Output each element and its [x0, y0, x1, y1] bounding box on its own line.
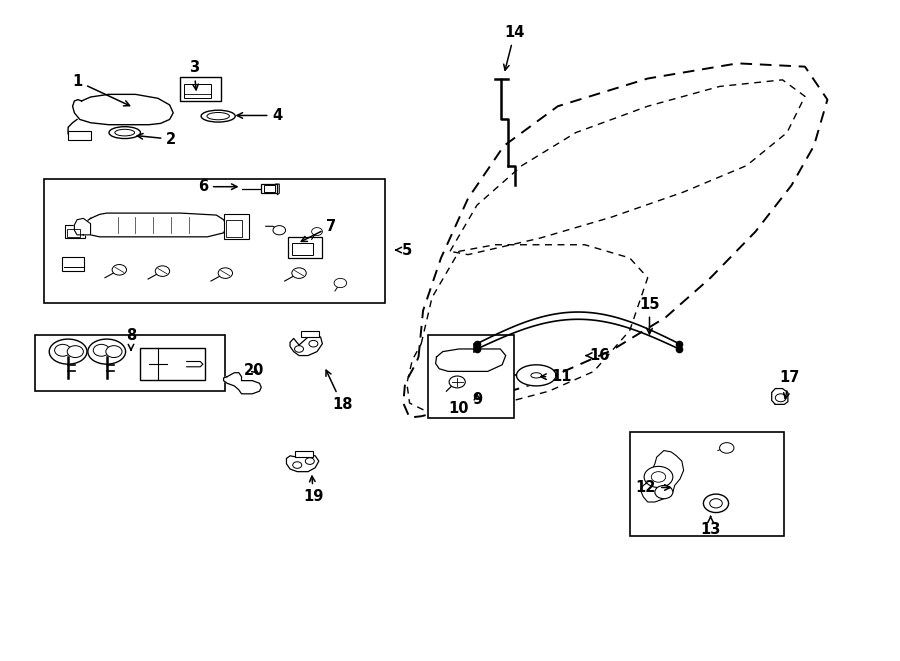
Polygon shape: [436, 349, 506, 371]
Circle shape: [273, 225, 285, 235]
Circle shape: [68, 346, 84, 358]
Circle shape: [652, 472, 666, 483]
Bar: [428, 335, 514, 418]
Polygon shape: [290, 334, 322, 356]
Circle shape: [449, 376, 465, 388]
Circle shape: [720, 443, 734, 453]
Circle shape: [218, 268, 232, 278]
Text: 8: 8: [126, 329, 136, 350]
Circle shape: [106, 346, 122, 358]
Circle shape: [294, 346, 303, 352]
Text: 3: 3: [189, 60, 199, 90]
Circle shape: [710, 498, 723, 508]
Bar: [140, 348, 204, 380]
Polygon shape: [82, 213, 227, 237]
Bar: [68, 229, 80, 237]
Polygon shape: [73, 95, 173, 125]
Ellipse shape: [207, 112, 230, 120]
Bar: [292, 243, 313, 255]
Ellipse shape: [109, 127, 140, 139]
Ellipse shape: [115, 130, 135, 136]
Bar: [35, 335, 225, 391]
Text: 9: 9: [472, 392, 482, 407]
Ellipse shape: [531, 373, 542, 378]
Circle shape: [644, 467, 673, 487]
Text: 6: 6: [198, 179, 237, 194]
Circle shape: [655, 486, 673, 498]
Circle shape: [292, 268, 306, 278]
Bar: [301, 330, 319, 337]
Bar: [288, 237, 322, 258]
Text: 4: 4: [237, 108, 283, 123]
Ellipse shape: [201, 110, 235, 122]
Bar: [44, 178, 385, 303]
Text: 16: 16: [586, 348, 609, 363]
Circle shape: [704, 494, 729, 512]
Bar: [184, 84, 211, 98]
Bar: [180, 77, 220, 101]
Bar: [223, 214, 248, 239]
Circle shape: [775, 394, 786, 402]
Bar: [226, 219, 242, 237]
Bar: [630, 432, 784, 536]
Text: 12: 12: [635, 480, 670, 495]
Polygon shape: [517, 365, 556, 386]
Circle shape: [309, 340, 318, 347]
Circle shape: [334, 278, 346, 288]
Text: 2: 2: [138, 132, 176, 147]
Text: 18: 18: [326, 370, 353, 412]
Circle shape: [55, 344, 71, 356]
Bar: [295, 451, 313, 457]
Text: 15: 15: [639, 297, 660, 334]
Text: 11: 11: [541, 369, 572, 384]
Circle shape: [305, 458, 314, 465]
Ellipse shape: [88, 339, 126, 364]
Polygon shape: [286, 455, 319, 472]
Text: 1: 1: [72, 73, 130, 106]
Bar: [261, 184, 277, 193]
Text: 14: 14: [504, 25, 525, 70]
Text: 17: 17: [779, 371, 800, 399]
Bar: [62, 256, 85, 271]
Text: 5: 5: [396, 243, 412, 258]
Text: 20: 20: [244, 363, 265, 377]
Text: 19: 19: [303, 476, 324, 504]
Text: 13: 13: [700, 516, 721, 537]
Text: 10: 10: [449, 401, 469, 416]
Polygon shape: [223, 373, 261, 394]
Circle shape: [311, 227, 322, 235]
Circle shape: [292, 462, 302, 469]
Circle shape: [112, 264, 127, 275]
Polygon shape: [75, 218, 91, 235]
Text: 7: 7: [302, 219, 337, 241]
Bar: [68, 131, 91, 140]
Circle shape: [156, 266, 169, 276]
Ellipse shape: [50, 339, 87, 364]
Polygon shape: [771, 389, 788, 405]
Bar: [66, 225, 86, 238]
Bar: [264, 185, 274, 192]
Circle shape: [94, 344, 110, 356]
Polygon shape: [641, 451, 684, 502]
